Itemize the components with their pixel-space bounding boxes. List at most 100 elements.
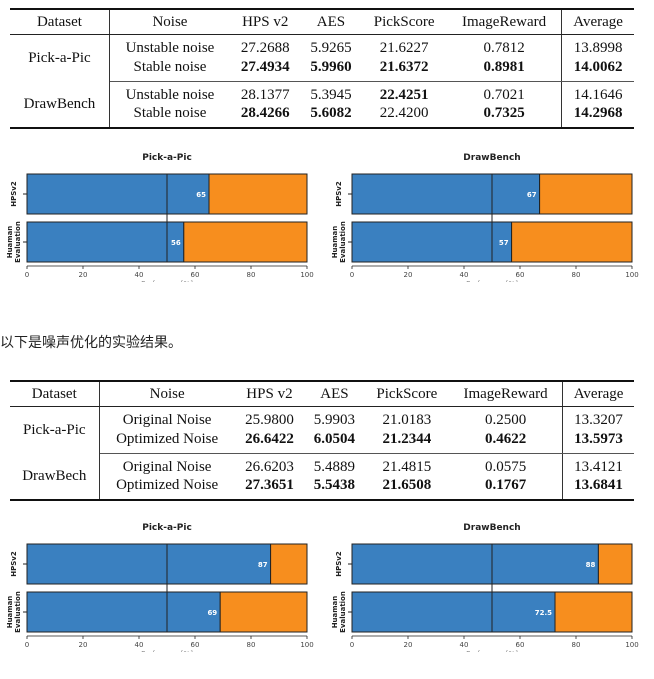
panel2-bar-preferred-0 (351, 173, 541, 215)
col-header-imagereward: ImageReward (446, 9, 563, 35)
panel2-x-tick-label-2: 40 (460, 271, 469, 279)
panel4-chart-title: DrawBench (463, 523, 520, 533)
col-header-aes: AES (304, 381, 365, 407)
panel1-x-tick-label-0: 0 (25, 271, 29, 279)
panel1-bar-preferred-0 (26, 173, 210, 215)
value-cell: 6.0504 (304, 429, 365, 454)
value-cell: 26.6422 (234, 429, 305, 454)
panel2-bar-value-label-1: 57 (499, 239, 509, 247)
table-row: Stable noise 27.4934 5.9960 21.6372 0.89… (10, 57, 634, 82)
col-header-dataset: Dataset (10, 9, 110, 35)
value-cell: 5.5438 (313, 476, 356, 493)
value-cell: 22.4200 (379, 104, 429, 121)
value-cell: 0.8981 (446, 57, 563, 82)
value-cell: 14.0062 (561, 57, 634, 82)
panel2-x-tick-label-0: 0 (350, 271, 354, 279)
panel1-category-label-1: HuamanEvaluation (6, 221, 22, 263)
table-row: DrawBech Original Noise 26.6203 5.4889 2… (10, 453, 634, 500)
panel4-category-label-line: Huaman (331, 596, 339, 629)
table-row: Pick-a-Pic Original Noise 25.9800 5.9903… (10, 406, 634, 453)
panel3-bar-other-1 (219, 591, 308, 633)
dataset-cell: DrawBench (10, 81, 110, 128)
panel3-category-label-line: Evaluation (14, 591, 22, 633)
value-cell: 0.0575 (449, 453, 564, 476)
table-header-row: Dataset Noise HPS v2 AES PickScore Image… (10, 381, 634, 407)
col-header-dataset: Dataset (10, 381, 100, 407)
value-cell: 21.6508 (382, 476, 432, 493)
panel1-x-tick-label-5: 100 (300, 271, 313, 279)
panel3-category-label-0: HPSv2 (10, 551, 18, 577)
value-cell: 5.4889 (313, 458, 356, 475)
panel3-bar-other-0 (270, 543, 308, 585)
col-header-pickscore: PickScore (364, 381, 450, 407)
value-cell: 5.9903 (313, 412, 356, 429)
panel1-x-tick-label-1: 20 (79, 271, 88, 279)
noise-cell: Stable noise (133, 104, 207, 121)
panel4-category-label-0: HPSv2 (335, 551, 343, 577)
value-cell: 0.7812 (446, 34, 563, 58)
panel3-x-axis-label: Preference [%] (141, 650, 193, 652)
panel2-category-label-line: Evaluation (339, 221, 347, 263)
noise-cell: Optimized Noise (116, 476, 219, 493)
value-cell: 21.0183 (382, 412, 432, 429)
value-cell: 21.6227 (379, 40, 429, 57)
panel1-chart-title: Pick-a-Pic (142, 153, 192, 163)
table-header-row: Dataset Noise HPS v2 AES PickScore Image… (10, 9, 634, 35)
panel2-x-tick-label-3: 60 (516, 271, 525, 279)
col-header-aes: AES (300, 9, 362, 35)
panel4-bar-other-1 (554, 591, 633, 633)
panel2-x-tick-label-5: 100 (625, 271, 638, 279)
value-cell: 14.1646 (573, 86, 623, 103)
panel3-category-label-line: Huaman (6, 596, 14, 629)
results-table-stable-noise: Dataset Noise HPS v2 AES PickScore Image… (10, 8, 634, 129)
panel1-x-tick-label-2: 40 (135, 271, 144, 279)
value-cell: 5.3945 (310, 86, 352, 103)
col-header-pickscore: PickScore (361, 9, 447, 35)
noise-cell: Unstable noise (125, 40, 215, 57)
col-header-average: Average (562, 381, 634, 407)
col-header-noise: Noise (109, 9, 231, 35)
value-cell: 13.5973 (562, 429, 634, 454)
value-cell: 13.6841 (574, 476, 623, 493)
panel3-x-tick-label-3: 60 (191, 641, 200, 649)
panel1-category-label-line: Huaman (6, 226, 14, 259)
table-row: Optimized Noise 26.6422 6.0504 21.2344 0… (10, 429, 634, 454)
noise-cell: Original Noise (122, 458, 212, 475)
value-cell: 27.2688 (240, 40, 290, 57)
panel4-bar-preferred-0 (351, 543, 599, 585)
panel4-bar-other-0 (597, 543, 633, 585)
panel4-bar-value-label-0: 88 (586, 561, 596, 569)
value-cell: 22.4251 (379, 86, 429, 103)
col-header-hpsv2: HPS v2 (230, 9, 301, 35)
panel3-x-tick-label-5: 100 (300, 641, 313, 649)
value-cell: 21.6372 (361, 57, 447, 82)
panel4-x-tick-label-3: 60 (516, 641, 525, 649)
panel1-x-axis-label: Preference [%] (141, 280, 193, 282)
panel1-category-label-0: HPSv2 (10, 181, 18, 207)
col-header-average: Average (561, 9, 634, 35)
dataset-cell: DrawBech (10, 453, 100, 500)
panel4-category-label-1: HuamanEvaluation (331, 591, 347, 633)
panel3-bar-value-label-0: 87 (258, 561, 268, 569)
value-cell: 0.7325 (446, 103, 563, 128)
panel1-category-label-line: Evaluation (14, 221, 22, 263)
panel1-bar-other-0 (208, 173, 308, 215)
panel3-x-tick-label-4: 80 (247, 641, 256, 649)
value-cell: 5.6082 (310, 104, 352, 121)
panel2-category-label-1: HuamanEvaluation (331, 221, 347, 263)
panel2-category-label-line: HPSv2 (335, 181, 343, 207)
panel2-category-label-line: Huaman (331, 226, 339, 259)
col-header-noise: Noise (99, 381, 235, 407)
panel4-x-tick-label-5: 100 (625, 641, 638, 649)
value-cell: 5.9960 (300, 57, 362, 82)
panel4-x-axis-label: Preference [%] (466, 650, 518, 652)
value-cell: 25.9800 (245, 412, 294, 429)
panel2-bar-preferred-1 (351, 221, 513, 263)
value-cell: 0.2500 (449, 406, 564, 430)
panel1-x-tick-label-3: 60 (191, 271, 200, 279)
panel4-category-label-line: Evaluation (339, 591, 347, 633)
section-caption: 以下是噪声优化的实验结果。 (0, 335, 182, 351)
value-cell: 26.6203 (245, 458, 294, 475)
panel2-bar-other-0 (539, 173, 633, 215)
